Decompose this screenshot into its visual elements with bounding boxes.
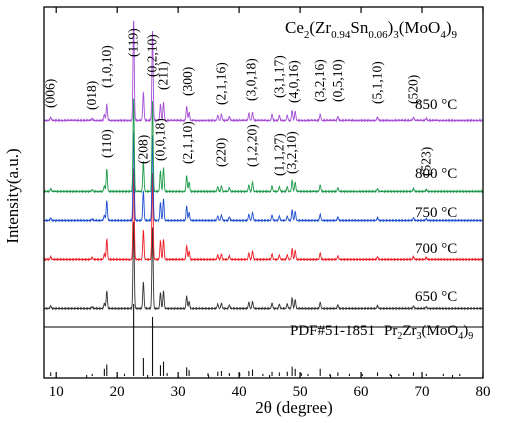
peak-label: (3,0,18) [243,58,258,101]
reference-sticks [50,304,461,376]
peak-annotations: (006) (018)(1,0,10) (119) (0,2,10)(211) (300… [43,28,434,176]
x-tick-label: 60 [354,384,369,400]
series-line-750 [43,131,484,223]
series-group [43,20,484,311]
peak-label: (110) [99,129,114,158]
peak-label: (1,2,20) [245,124,260,167]
peak-label: (3,2,10) [284,131,299,174]
peak-label: (4,0,16) [286,60,301,103]
x-tick-label: 50 [293,384,308,400]
peak-label: (3,1,17) [271,55,286,98]
x-tick-label: 20 [110,384,125,400]
plot-frame [43,6,484,379]
peak-label: (300) [180,67,195,96]
peak-label: (018) [84,81,99,110]
peak-label: (119) [126,28,141,57]
x-tick-label: 30 [171,384,186,400]
peak-label: (3,2,16) [312,59,327,102]
peak-label: (523) [418,147,433,176]
peak-label: (220) [213,138,228,167]
temperature-label-850: 850 °C [415,97,457,113]
series-line-850 [43,20,484,123]
peak-label: (0,5,10) [330,59,345,102]
temperature-labels: 650 °C 700 °C 750 °C 800 °C 850 °C [415,97,457,305]
temperature-label-800: 800 °C [415,166,457,182]
series-line-650 [43,221,484,311]
peak-label: (520) [406,75,421,104]
temperature-label-650: 650 °C [415,289,457,305]
peak-label: (0,0,18) [153,118,168,161]
x-tick-label: 10 [49,384,64,400]
peak-label: (2,1,16) [213,62,228,105]
formula-title: Ce2(Zr0.94Sn0.06)3(MoO4)9 [285,18,457,41]
y-axis-title: Intensity(a.u.) [3,148,22,243]
peak-label: (006) [43,79,58,108]
x-tick-label: 70 [415,384,430,400]
peak-label: (2,1,10) [180,121,195,164]
temperature-label-750: 750 °C [415,205,457,221]
x-tick-label: 80 [476,384,491,400]
x-axis-title: 2θ (degree) [255,398,333,417]
series-line-700 [43,167,484,262]
peak-label: (0,2,10) [145,34,160,77]
series-line-800 [43,98,484,194]
peak-label: (211) [156,61,171,90]
peak-label: (1,0,10) [99,45,114,88]
peak-label: (1,1,27) [271,133,286,176]
peak-label: (208) [135,135,150,164]
axes: 10 20 30 40 50 60 70 80 [43,6,491,400]
temperature-label-700: 700 °C [415,241,457,257]
peak-label: (5,1,10) [370,61,385,104]
x-tick-label: 40 [232,384,247,400]
